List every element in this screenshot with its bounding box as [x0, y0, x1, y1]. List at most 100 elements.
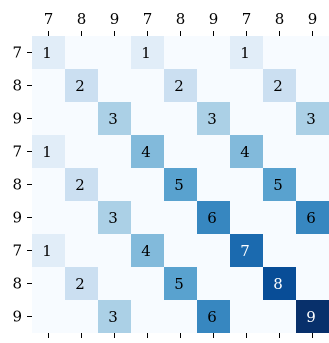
x-tick-label: 8 — [176, 10, 186, 28]
heatmap-cell — [32, 300, 65, 333]
heatmap-cell — [65, 102, 98, 135]
heatmap-cell — [98, 267, 131, 300]
x-tick-label: 7 — [242, 10, 252, 28]
heatmap-cell — [263, 102, 296, 135]
heatmap-cell — [263, 135, 296, 168]
heatmap-cell — [131, 234, 164, 267]
heatmap-cell — [230, 135, 263, 168]
x-tick-label: 8 — [275, 10, 285, 28]
x-tick-label: 7 — [44, 10, 54, 28]
cell-value-label: 7 — [240, 242, 250, 260]
y-tick-label: 9 — [12, 308, 22, 326]
x-tick-label: 7 — [143, 10, 153, 28]
heatmap-cell — [32, 135, 65, 168]
heatmap-cell — [164, 135, 197, 168]
heatmap-cell — [164, 201, 197, 234]
heatmap-cell — [263, 36, 296, 69]
cell-value-label: 2 — [75, 77, 85, 95]
heatmap-cell — [197, 102, 230, 135]
cell-value-label: 2 — [273, 77, 283, 95]
heatmap-cell — [296, 234, 329, 267]
heatmap-cell — [131, 300, 164, 333]
cell-value-label: 5 — [273, 176, 283, 194]
cell-value-label: 4 — [141, 143, 151, 161]
heatmap-cell — [65, 267, 98, 300]
heatmap-cell — [65, 300, 98, 333]
heatmap-cell — [296, 267, 329, 300]
y-tick-label: 9 — [12, 209, 22, 227]
heatmap-cell — [197, 168, 230, 201]
heatmap-cell — [197, 135, 230, 168]
heatmap-cell — [32, 102, 65, 135]
cell-value-label: 3 — [108, 308, 118, 326]
y-tick-label: 7 — [12, 242, 22, 260]
heatmap-cell — [230, 201, 263, 234]
cell-value-label: 1 — [42, 143, 52, 161]
heatmap-cell — [197, 69, 230, 102]
y-tick-label: 8 — [12, 275, 22, 293]
cell-value-label: 8 — [273, 275, 283, 293]
cell-value-label: 2 — [75, 176, 85, 194]
heatmap-cell — [263, 300, 296, 333]
heatmap-cell — [131, 102, 164, 135]
heatmap-cell — [32, 267, 65, 300]
heatmap-cell — [98, 300, 131, 333]
heatmap-cell — [164, 168, 197, 201]
cell-value-label: 1 — [42, 242, 52, 260]
heatmap-cell-labels: 1 1 1 2 2 2 3 3 3 1 4 4 2 5 5 3 6 6 1 4 7 2 5 8 3 6 9 — [42, 44, 316, 326]
cell-value-label: 6 — [207, 209, 217, 227]
heatmap-cell — [296, 300, 329, 333]
cell-value-label: 3 — [108, 110, 118, 128]
heatmap-cell — [197, 201, 230, 234]
cell-value-label: 2 — [174, 77, 184, 95]
heatmap-cell — [296, 36, 329, 69]
heatmap-cell — [32, 168, 65, 201]
heatmap-cell — [131, 135, 164, 168]
heatmap-cell — [164, 300, 197, 333]
heatmap-cell — [263, 201, 296, 234]
heatmap-cell — [230, 69, 263, 102]
heatmap-cell — [230, 36, 263, 69]
x-tick-label: 9 — [308, 10, 318, 28]
heatmap-cell — [131, 168, 164, 201]
heatmap-cell — [98, 135, 131, 168]
heatmap-cell — [32, 234, 65, 267]
heatmap-cell — [164, 234, 197, 267]
heatmap-cell — [131, 69, 164, 102]
heatmap-cell — [131, 267, 164, 300]
heatmap-cell — [230, 102, 263, 135]
heatmap-cell — [296, 135, 329, 168]
heatmap-cell — [197, 234, 230, 267]
heatmap-cell — [263, 267, 296, 300]
x-axis-top: 7 8 9 7 8 9 7 8 9 — [44, 10, 318, 338]
cell-value-label: 3 — [306, 110, 316, 128]
cell-value-label: 2 — [75, 275, 85, 293]
y-tick-label: 7 — [12, 44, 22, 62]
x-tick-label: 9 — [209, 10, 219, 28]
heatmap-cell — [98, 36, 131, 69]
heatmap-cells — [32, 36, 329, 333]
heatmap-cell — [263, 234, 296, 267]
heatmap-cell — [197, 267, 230, 300]
heatmap-cell — [164, 102, 197, 135]
heatmap-cell — [98, 69, 131, 102]
heatmap-cell — [296, 201, 329, 234]
x-tick-label: 9 — [110, 10, 120, 28]
heatmap-cell — [32, 69, 65, 102]
heatmap-cell — [65, 69, 98, 102]
heatmap-cell — [98, 201, 131, 234]
heatmap-cell — [197, 300, 230, 333]
heatmap-cell — [65, 234, 98, 267]
cell-value-label: 6 — [306, 209, 316, 227]
heatmap-cell — [164, 69, 197, 102]
cell-value-label: 5 — [174, 176, 184, 194]
heatmap-cell — [164, 267, 197, 300]
cell-value-label: 1 — [240, 44, 250, 62]
x-tick-label: 8 — [77, 10, 87, 28]
heatmap-cell — [230, 300, 263, 333]
heatmap-cell — [32, 201, 65, 234]
cell-value-label: 3 — [207, 110, 217, 128]
y-tick-label: 9 — [12, 110, 22, 128]
heatmap-cell — [98, 234, 131, 267]
